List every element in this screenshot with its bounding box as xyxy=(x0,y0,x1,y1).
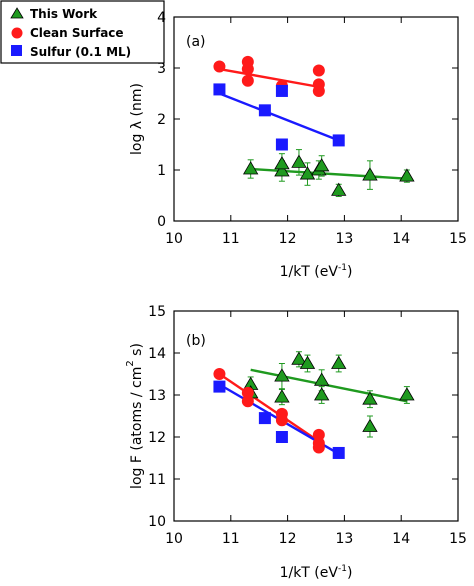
x-axis-label-a-base: 1/kT (eV xyxy=(280,264,339,280)
x-tick-label: 10 xyxy=(165,531,183,547)
x-tick-label: 13 xyxy=(335,231,353,247)
data-point-circle xyxy=(213,368,226,380)
y-tick-label: 0 xyxy=(157,214,166,230)
x-tick-label: 11 xyxy=(222,531,240,547)
fit-line-square xyxy=(219,92,340,142)
data-point-circle xyxy=(312,64,325,77)
legend-label-this-work: This Work xyxy=(30,7,98,21)
data-point-square xyxy=(275,431,288,443)
y-tick-label: 14 xyxy=(148,346,166,362)
plot-frame-b xyxy=(173,310,459,522)
data-point-square xyxy=(258,104,271,117)
data-point-square xyxy=(275,138,288,151)
panel-label-a: (a) xyxy=(186,34,206,50)
x-axis-label-b: 1/kT (eV-1) xyxy=(280,564,353,581)
plot-frame-a xyxy=(173,16,459,222)
y-tick-label: 2 xyxy=(157,112,166,128)
data-point-circle xyxy=(241,395,254,408)
x-tick-label: 15 xyxy=(449,531,467,547)
data-point-triangle xyxy=(299,166,316,180)
x-tick-label: 15 xyxy=(449,231,467,247)
legend: This Work Clean Surface Sulfur (0.1 ML) xyxy=(0,0,165,64)
data-point-square xyxy=(332,134,345,147)
data-point-triangle xyxy=(274,368,290,382)
y-axis-label-b-sup: 2 xyxy=(125,360,136,366)
legend-triangle-marker xyxy=(10,7,24,19)
data-point-circle xyxy=(241,63,254,76)
y-tick-label: 12 xyxy=(148,430,166,446)
y-tick-label: 10 xyxy=(148,514,166,530)
data-point-square xyxy=(332,446,345,459)
data-point-triangle xyxy=(399,168,415,182)
data-point-triangle xyxy=(291,351,307,365)
y-tick-label: 15 xyxy=(148,304,166,320)
data-point-square xyxy=(275,84,288,97)
y-tick-label: 11 xyxy=(148,472,166,488)
fit-line-circle xyxy=(218,373,323,445)
data-point-circle xyxy=(241,386,254,399)
x-tick-label: 14 xyxy=(392,231,410,247)
data-point-circle xyxy=(275,414,288,427)
legend-label-sulfur: Sulfur (0.1 ML) xyxy=(30,45,131,59)
points-b xyxy=(213,351,415,459)
data-point-triangle xyxy=(362,391,378,405)
data-point-triangle xyxy=(331,355,347,369)
x-tick-label: 13 xyxy=(335,531,353,547)
ticks-b: 10 11 12 13 14 15 10 11 12 13 14 15 xyxy=(148,304,467,547)
data-point-square xyxy=(258,412,271,425)
x-axis-label-a-sup: -1 xyxy=(338,263,347,273)
data-point-triangle xyxy=(274,156,290,170)
y-axis-label-b: log F (atoms / cm2 s) xyxy=(125,343,145,489)
data-point-circle xyxy=(312,428,325,441)
y-tick-label: 4 xyxy=(157,10,166,26)
y-axis-label-a: log λ (nm) xyxy=(129,83,145,155)
fit-line-triangle xyxy=(250,167,407,180)
y-axis-label-b-base: log F (atoms / cm xyxy=(129,367,145,489)
data-point-triangle xyxy=(291,154,307,168)
data-point-triangle xyxy=(362,418,378,432)
legend-circle-marker xyxy=(11,27,23,39)
x-axis-label-b-base: 1/kT (eV xyxy=(280,565,339,581)
x-axis-label-a-tail: ) xyxy=(347,264,352,280)
data-point-square xyxy=(213,380,226,393)
fit-line-circle xyxy=(219,67,322,89)
data-point-triangle xyxy=(274,389,290,403)
fits-a xyxy=(219,67,407,180)
data-point-triangle xyxy=(362,167,378,181)
x-tick-label: 12 xyxy=(279,531,297,547)
panel-b: 10 11 12 13 14 15 10 11 12 13 14 15 (b) log F (atom… xyxy=(125,304,467,581)
data-point-triangle xyxy=(313,372,330,386)
data-point-triangle xyxy=(331,182,347,196)
x-tick-label: 14 xyxy=(392,531,410,547)
data-point-circle xyxy=(241,74,254,87)
data-point-triangle xyxy=(299,355,316,369)
x-axis-label-b-tail: ) xyxy=(347,565,352,581)
x-axis-label-b-sup: -1 xyxy=(338,564,347,574)
panel-label-b: (b) xyxy=(186,333,206,349)
data-point-triangle xyxy=(313,387,330,401)
data-point-circle xyxy=(312,441,325,454)
y-tick-label: 13 xyxy=(148,388,166,404)
x-axis-label-a: 1/kT (eV-1) xyxy=(280,263,353,280)
y-axis-label-b-tail: s) xyxy=(129,343,145,360)
legend-frame xyxy=(0,0,165,64)
data-point-circle xyxy=(312,84,325,97)
legend-square-marker xyxy=(11,45,22,56)
y-tick-label: 1 xyxy=(157,163,166,179)
y-tick-label: 3 xyxy=(157,61,166,77)
data-point-circle xyxy=(213,60,226,73)
data-point-triangle xyxy=(242,161,259,175)
points-a xyxy=(213,55,415,198)
x-tick-label: 12 xyxy=(279,231,297,247)
x-tick-label: 11 xyxy=(222,231,240,247)
data-point-triangle xyxy=(313,158,330,172)
data-point-triangle xyxy=(399,387,415,401)
legend-label-clean-surface: Clean Surface xyxy=(30,26,124,40)
x-tick-label: 10 xyxy=(165,231,183,247)
data-point-square xyxy=(213,83,226,96)
